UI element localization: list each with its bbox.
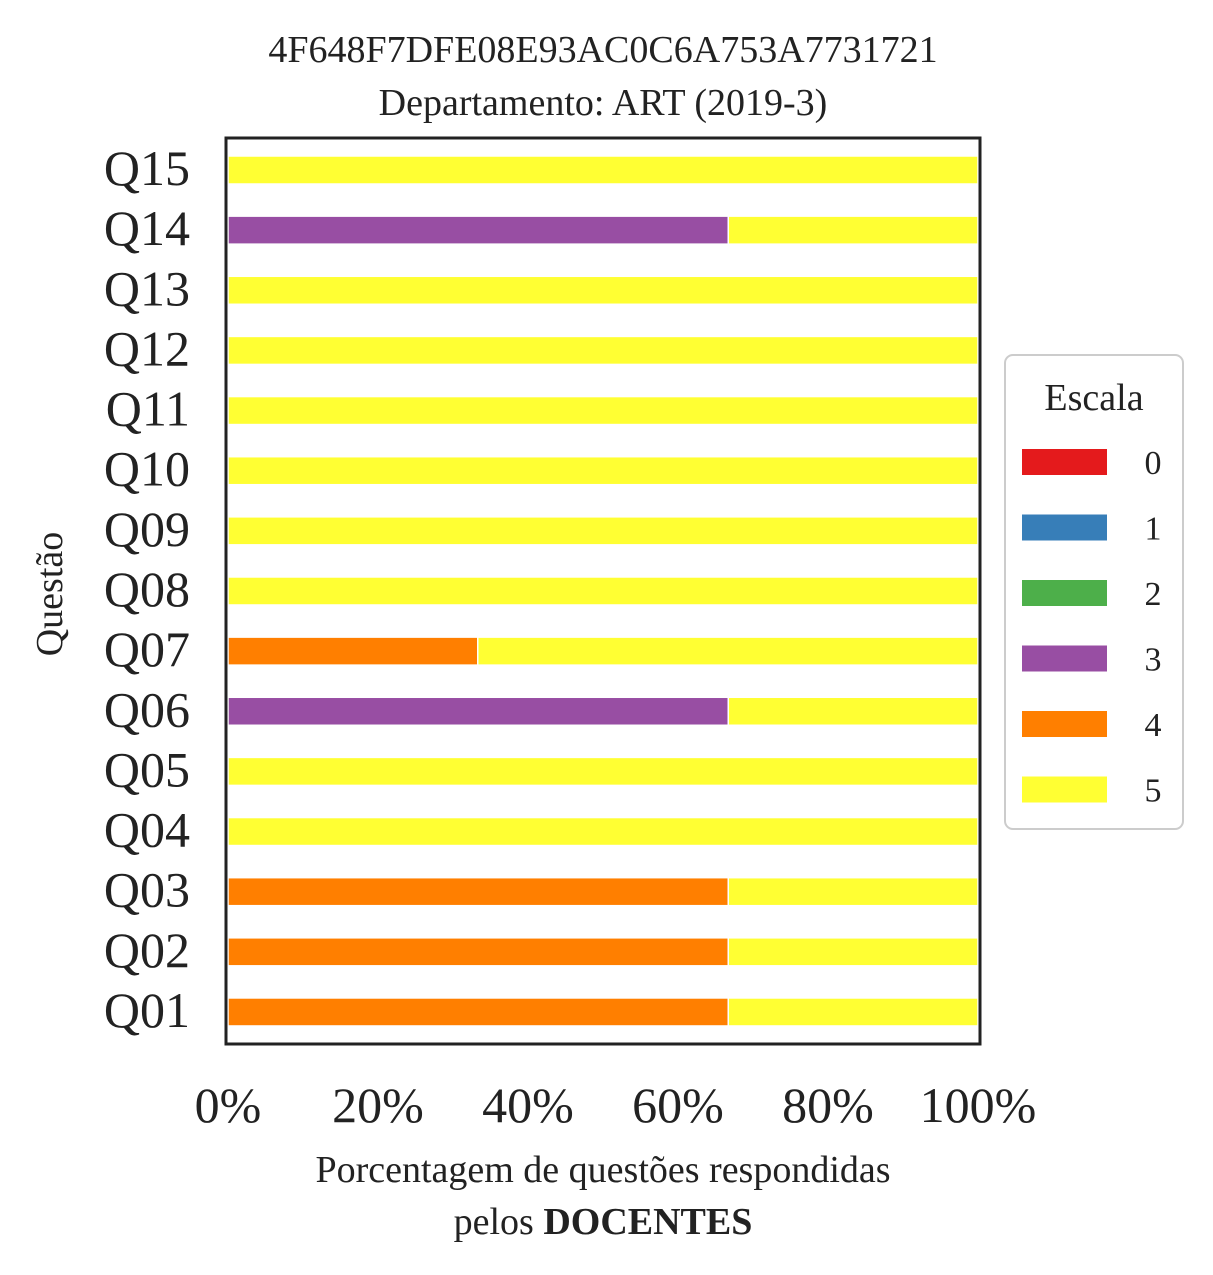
- y-tick-label-q01: Q01: [104, 982, 190, 1038]
- plot-frame: [224, 136, 982, 1046]
- bar-q06-scale-3: [227, 696, 729, 727]
- bar-q09-scale-5: [227, 516, 979, 546]
- x-tick-label-80: 80%: [782, 1077, 874, 1133]
- y-tick-label-q05: Q05: [104, 741, 190, 797]
- legend: Escala 0 1 2 3 4 5: [1004, 354, 1184, 830]
- y-tick-label-q03: Q03: [104, 862, 190, 918]
- bar-q12-scale-5: [227, 335, 979, 366]
- y-tick-label-q04: Q04: [104, 802, 190, 858]
- bar-q02-scale-4: [227, 937, 729, 967]
- legend-swatch-1: [1022, 514, 1107, 541]
- y-tick-labels: Q01Q02Q03Q04Q05Q06Q07Q08Q09Q10Q11Q12Q13Q…: [104, 140, 190, 1038]
- legend-label-0: 0: [1145, 445, 1162, 482]
- legend-swatch-0: [1022, 449, 1107, 475]
- y-tick-label-q02: Q02: [104, 922, 190, 978]
- y-tick-label-q15: Q15: [104, 140, 190, 196]
- bar-q07-scale-5: [477, 636, 979, 666]
- legend-swatch-3: [1022, 645, 1107, 672]
- y-tick-label-q13: Q13: [104, 260, 190, 316]
- bar-q11-scale-5: [227, 395, 979, 426]
- y-tick-label-q08: Q08: [104, 561, 190, 617]
- x-axis-label-bold: DOCENTES: [543, 1201, 752, 1243]
- legend-label-4: 4: [1145, 707, 1162, 744]
- legend-label-2: 2: [1145, 576, 1162, 613]
- y-tick-label-q10: Q10: [104, 441, 190, 497]
- legend-label-5: 5: [1145, 773, 1162, 810]
- x-tick-label-0: 0%: [195, 1077, 262, 1133]
- chart-title: 4F648F7DFE08E93AC0C6A753A7731721: [268, 29, 937, 71]
- bar-q13-scale-5: [227, 275, 979, 306]
- x-axis-label-line2: pelos DOCENTES: [454, 1201, 753, 1243]
- x-tick-label-20: 20%: [332, 1077, 424, 1133]
- bar-q04-scale-5: [227, 816, 979, 847]
- bar-q14-scale-5: [727, 215, 979, 245]
- bar-q06-scale-5: [727, 696, 979, 727]
- bar-q01-scale-5: [727, 997, 979, 1027]
- y-axis-label: Questão: [29, 532, 71, 657]
- bar-q03-scale-4: [227, 876, 729, 907]
- legend-swatch-5: [1022, 776, 1107, 803]
- y-tick-label-q12: Q12: [104, 320, 190, 376]
- y-tick-label-q06: Q06: [104, 681, 190, 737]
- bar-q08-scale-5: [227, 576, 979, 606]
- bar-q10-scale-5: [227, 455, 979, 486]
- bar-q14-scale-3: [227, 215, 729, 245]
- legend-title: Escala: [1044, 377, 1143, 419]
- bar-q15-scale-5: [227, 155, 979, 185]
- bar-q03-scale-5: [727, 876, 979, 907]
- x-axis-label-line1: Porcentagem de questões respondidas: [315, 1149, 890, 1191]
- legend-label-3: 3: [1145, 642, 1162, 679]
- bar-q07-scale-4: [227, 636, 479, 666]
- bar-q02-scale-5: [727, 937, 979, 967]
- x-axis-label-prefix: pelos: [454, 1201, 534, 1243]
- y-tick-label-q07: Q07: [104, 621, 190, 677]
- legend-label-1: 1: [1145, 511, 1162, 548]
- y-tick-label-q09: Q09: [104, 501, 190, 557]
- legend-swatch-4: [1022, 711, 1107, 737]
- x-tick-label-100: 100%: [920, 1077, 1037, 1133]
- x-tick-labels: 0% 20% 40% 60% 80% 100%: [195, 1077, 1037, 1133]
- y-tick-label-q14: Q14: [104, 200, 190, 256]
- legend-items: 0 1 2 3 4 5: [1022, 445, 1162, 810]
- y-tick-label-q11: Q11: [106, 381, 190, 437]
- bar-q05-scale-5: [227, 756, 979, 787]
- bars-group: [227, 155, 979, 1027]
- x-tick-label-60: 60%: [632, 1077, 724, 1133]
- x-tick-label-40: 40%: [482, 1077, 574, 1133]
- chart-subtitle: Departamento: ART (2019-3): [379, 82, 828, 124]
- legend-swatch-2: [1022, 580, 1107, 606]
- bar-q01-scale-4: [227, 997, 729, 1027]
